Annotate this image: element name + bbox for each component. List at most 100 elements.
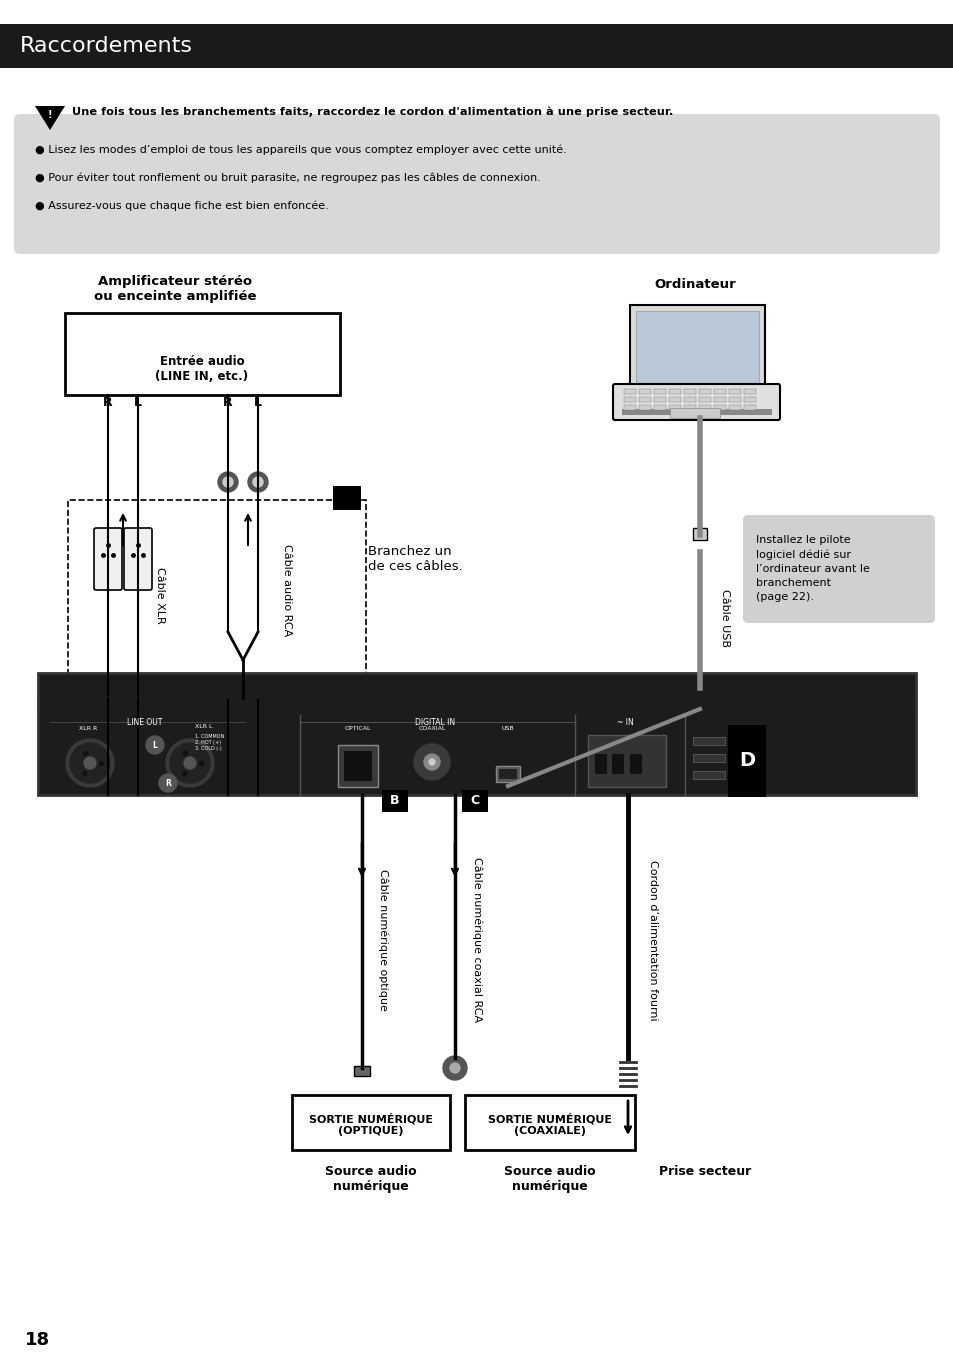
Bar <box>728 397 740 402</box>
Bar <box>692 770 724 779</box>
Bar <box>629 754 641 774</box>
Bar <box>0 24 953 68</box>
Bar <box>65 313 339 395</box>
FancyBboxPatch shape <box>124 528 152 590</box>
Circle shape <box>146 737 164 754</box>
Bar <box>381 789 408 812</box>
Text: Amplificateur stéréo
ou enceinte amplifiée: Amplificateur stéréo ou enceinte amplifi… <box>93 275 256 303</box>
Bar <box>498 769 517 779</box>
Text: XLR L: XLR L <box>194 724 213 728</box>
Bar <box>699 397 710 402</box>
Text: Branchez un
de ces câbles.: Branchez un de ces câbles. <box>368 546 462 573</box>
Text: DIGITAL IN: DIGITAL IN <box>415 718 455 727</box>
Text: Câble XLR: Câble XLR <box>154 566 165 623</box>
Bar <box>639 389 650 394</box>
Circle shape <box>429 760 435 765</box>
Text: A: A <box>341 515 352 529</box>
Bar <box>639 397 650 402</box>
Text: SORTIE NUMÉRIQUE
(COAXIALE): SORTIE NUMÉRIQUE (COAXIALE) <box>488 1113 612 1136</box>
Circle shape <box>423 754 439 770</box>
Bar <box>623 397 636 402</box>
Bar <box>629 305 764 393</box>
Circle shape <box>414 743 450 780</box>
Bar <box>669 408 720 418</box>
Bar <box>595 754 606 774</box>
Circle shape <box>218 473 237 492</box>
Bar <box>692 528 706 540</box>
Bar <box>621 409 771 414</box>
Bar <box>623 389 636 394</box>
Circle shape <box>253 477 263 487</box>
Text: Raccordements: Raccordements <box>20 37 193 56</box>
Text: Ordinateur: Ordinateur <box>654 278 735 291</box>
Circle shape <box>233 699 240 705</box>
Text: L: L <box>152 741 157 750</box>
Bar <box>692 685 706 697</box>
Text: Source audio
numérique: Source audio numérique <box>325 1164 416 1193</box>
Text: Une fois tous les branchements faits, raccordez le cordon d'alimentation à une p: Une fois tous les branchements faits, ra… <box>71 107 673 118</box>
Bar <box>639 405 650 410</box>
Bar <box>333 486 360 510</box>
FancyBboxPatch shape <box>94 528 122 590</box>
Text: SORTIE NUMÉRIQUE
(OPTIQUE): SORTIE NUMÉRIQUE (OPTIQUE) <box>309 1113 433 1136</box>
Text: B: B <box>390 795 399 807</box>
Bar <box>699 389 710 394</box>
Bar <box>683 389 696 394</box>
Circle shape <box>223 477 233 487</box>
Circle shape <box>246 699 252 705</box>
Text: L: L <box>253 395 262 409</box>
Text: R: R <box>103 395 112 409</box>
Bar <box>699 405 710 410</box>
Text: Câble audio RCA: Câble audio RCA <box>282 544 292 636</box>
Bar <box>713 405 725 410</box>
Text: Prise secteur: Prise secteur <box>659 1164 750 1178</box>
Text: D: D <box>739 751 754 770</box>
Bar <box>496 766 519 783</box>
Text: C: C <box>470 795 479 807</box>
Text: Câble numérique coaxial RCA: Câble numérique coaxial RCA <box>472 857 482 1022</box>
Circle shape <box>242 695 255 709</box>
Bar <box>623 405 636 410</box>
Bar <box>743 397 755 402</box>
Circle shape <box>159 774 177 792</box>
Text: 18: 18 <box>25 1331 51 1349</box>
Circle shape <box>170 743 210 783</box>
Text: LINE OUT: LINE OUT <box>127 718 163 727</box>
Text: Câble numérique optique: Câble numérique optique <box>377 869 388 1011</box>
FancyBboxPatch shape <box>14 114 939 255</box>
Text: Entrée audio
(LINE IN, etc.): Entrée audio (LINE IN, etc.) <box>155 355 249 383</box>
Bar <box>683 405 696 410</box>
Bar <box>38 695 915 715</box>
FancyBboxPatch shape <box>742 515 934 623</box>
Text: ● Assurez-vous que chaque fiche est bien enfoncée.: ● Assurez-vous que chaque fiche est bien… <box>35 200 329 211</box>
Text: ● Pour éviter tout ronflement ou bruit parasite, ne regroupez pas les câbles de : ● Pour éviter tout ronflement ou bruit p… <box>35 173 540 183</box>
Bar <box>654 389 665 394</box>
Bar <box>344 751 372 781</box>
Text: Cordon d’alimentation fourni: Cordon d’alimentation fourni <box>647 860 658 1021</box>
Bar <box>713 397 725 402</box>
Bar <box>337 745 377 787</box>
Bar <box>728 405 740 410</box>
Circle shape <box>450 1063 459 1072</box>
Bar <box>654 405 665 410</box>
Circle shape <box>66 739 113 787</box>
Bar <box>612 754 623 774</box>
Bar <box>354 1066 370 1076</box>
Text: USB: USB <box>501 726 514 731</box>
Text: OPTICAL: OPTICAL <box>344 726 371 731</box>
Bar <box>68 500 366 699</box>
Circle shape <box>230 695 244 709</box>
Bar <box>728 389 740 394</box>
Text: XLR R: XLR R <box>79 726 97 731</box>
Circle shape <box>442 1056 467 1080</box>
FancyBboxPatch shape <box>613 385 780 420</box>
Text: Installez le pilote
logiciel dédié sur
l’ordinateur avant le
branchement
(page 2: Installez le pilote logiciel dédié sur l… <box>755 535 869 601</box>
Bar <box>668 389 680 394</box>
Text: 1. COMMON
2. HOT (+)
3. COLD (-): 1. COMMON 2. HOT (+) 3. COLD (-) <box>194 734 224 750</box>
Bar <box>727 724 765 798</box>
Circle shape <box>166 739 213 787</box>
Circle shape <box>70 743 110 783</box>
Bar <box>587 735 665 787</box>
Bar <box>692 737 724 745</box>
Text: R: R <box>165 779 171 788</box>
